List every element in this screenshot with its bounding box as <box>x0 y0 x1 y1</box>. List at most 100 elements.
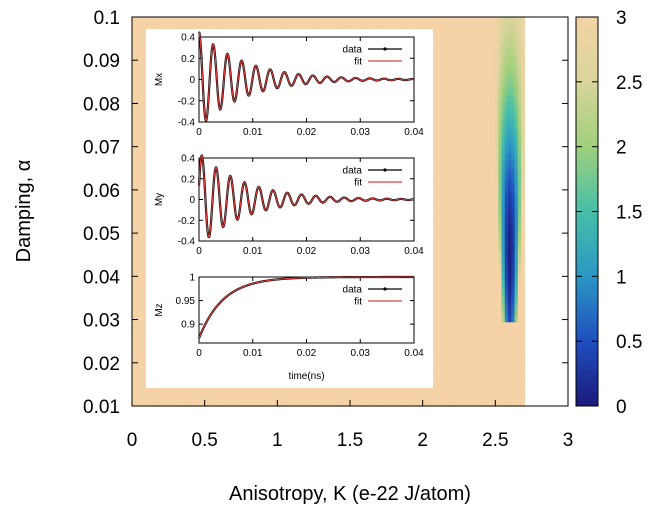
heatmap-cell <box>226 399 231 407</box>
heatmap-cell <box>266 386 270 394</box>
heatmap-cell <box>387 386 391 394</box>
heatmap-cell <box>239 399 244 407</box>
heatmap-cell <box>181 23 185 31</box>
heatmap-cell <box>135 250 140 258</box>
heatmap-cell <box>321 399 326 407</box>
heatmap-cell <box>177 393 182 401</box>
heatmap-cell <box>344 17 349 25</box>
heatmap-cell <box>259 393 264 401</box>
heatmap-cell <box>135 256 140 264</box>
heatmap-cell <box>132 308 136 316</box>
heatmap-cell <box>141 185 146 193</box>
heatmap-cell <box>275 393 280 401</box>
heatmap-cell <box>138 399 143 407</box>
heatmap-cell <box>141 386 146 394</box>
heatmap-cell <box>243 393 248 401</box>
heatmap-cell <box>141 230 146 239</box>
heatmap-cell <box>233 399 238 407</box>
heatmap-cell <box>197 386 202 394</box>
heatmap-cell <box>132 347 136 355</box>
heatmap-cell <box>197 393 202 401</box>
heatmap-cell <box>187 17 192 25</box>
heatmap-cell <box>403 386 408 394</box>
heatmap-cell <box>256 393 261 401</box>
heatmap-cell <box>132 107 136 115</box>
heatmap-cell <box>318 386 323 394</box>
heatmap-cell <box>393 17 398 25</box>
heatmap-cell <box>132 334 136 342</box>
heatmap-cell <box>223 23 228 31</box>
heatmap-cell <box>132 68 136 76</box>
heatmap-cell <box>213 399 218 407</box>
heatmap-cell <box>383 17 388 25</box>
heatmap-cell <box>138 140 143 148</box>
heatmap-cell <box>279 23 284 31</box>
heatmap-cell <box>380 386 385 394</box>
heatmap-cell <box>367 399 372 407</box>
heatmap-cell <box>135 399 140 407</box>
heatmap-cell <box>132 23 136 31</box>
heatmap-cell <box>377 399 382 407</box>
heatmap-cell <box>305 386 310 394</box>
heatmap-cell <box>135 198 140 206</box>
heatmap-cell <box>275 17 280 25</box>
heatmap-cell <box>315 393 319 401</box>
heatmap-cell <box>138 334 143 342</box>
heatmap-cell <box>194 386 198 394</box>
heatmap-cell <box>370 393 375 401</box>
heatmap-cell <box>135 315 140 323</box>
heatmap-cell <box>285 393 290 401</box>
heatmap-cell <box>347 386 352 394</box>
heatmap-cell <box>138 276 143 284</box>
heatmap-cell <box>138 198 143 206</box>
heatmap-cell <box>370 386 375 394</box>
heatmap-cell <box>203 17 208 25</box>
heatmap-cell <box>138 81 143 89</box>
heatmap-cell <box>298 386 303 394</box>
heatmap-cell <box>390 393 395 401</box>
heatmap-cell <box>272 399 277 407</box>
heatmap-cell <box>158 399 163 407</box>
heatmap-cell <box>138 282 143 290</box>
heatmap-cell <box>400 23 405 31</box>
heatmap-cell <box>132 88 136 96</box>
heatmap-cell <box>194 393 198 401</box>
heatmap-cell <box>141 211 146 219</box>
heatmap-cell <box>334 393 339 401</box>
heatmap-cell <box>269 399 274 407</box>
heatmap-cell <box>132 185 136 193</box>
heatmap-cell <box>213 386 218 394</box>
heatmap-cell <box>282 393 287 401</box>
heatmap-cell <box>377 386 382 394</box>
heatmap-cell <box>135 68 140 76</box>
heatmap-cell <box>141 146 146 154</box>
heatmap-cell <box>298 393 303 401</box>
heatmap-cell <box>132 166 136 174</box>
heatmap-cell <box>387 17 391 25</box>
heatmap-cell <box>138 289 143 297</box>
heatmap-cell <box>135 367 140 375</box>
heatmap-cell <box>167 386 172 394</box>
heatmap-cell <box>311 393 316 401</box>
heatmap-cell <box>217 386 221 394</box>
heatmap-cell <box>184 399 189 407</box>
heatmap-cell <box>351 17 355 25</box>
heatmap-cell <box>132 393 136 401</box>
heatmap-cell <box>141 205 146 213</box>
heatmap-cell <box>305 399 310 407</box>
heatmap-cell <box>383 386 388 394</box>
heatmap-cell <box>249 17 254 25</box>
heatmap-cell <box>190 386 195 394</box>
heatmap-cell <box>135 217 140 226</box>
heatmap-cell <box>252 393 257 401</box>
heatmap-cell <box>338 23 342 31</box>
heatmap-cell <box>390 17 395 25</box>
heatmap-cell <box>354 23 359 31</box>
heatmap-cell <box>145 23 149 31</box>
heatmap-cell <box>203 23 208 31</box>
heatmap-cell <box>141 62 146 70</box>
heatmap-cell <box>393 399 398 407</box>
heatmap-cell <box>181 386 185 394</box>
heatmap-cell <box>226 17 231 25</box>
heatmap-cell <box>259 386 264 394</box>
